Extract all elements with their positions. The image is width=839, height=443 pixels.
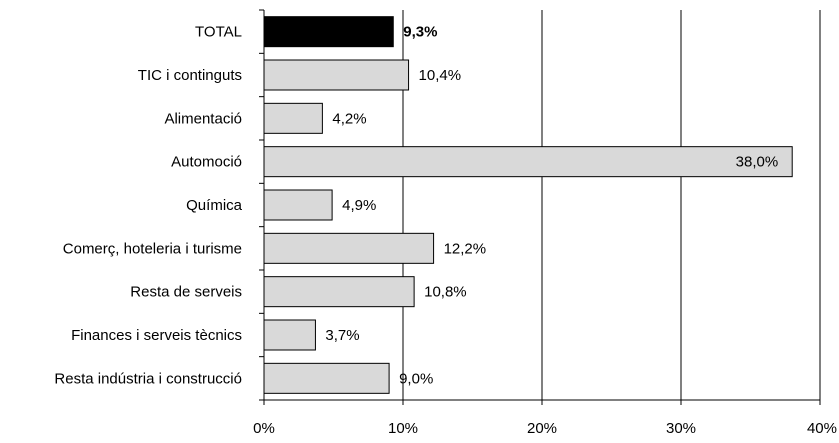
data-label-6: 10,8%	[424, 284, 467, 301]
category-label-6: Resta de serveis	[130, 284, 242, 301]
category-label-4: Química	[186, 197, 243, 214]
bar-2	[263, 102, 323, 134]
data-label-8: 9,0%	[399, 370, 433, 387]
data-label-7: 3,7%	[325, 327, 359, 344]
category-label-5: Comerç, hoteleria i turisme	[63, 240, 242, 257]
labels-layer: 0% 10% 20% 30% 40% TOTAL 9,3% TIC i continguts 1…	[54, 24, 837, 437]
bar-6	[263, 276, 415, 308]
data-label-4: 4,9%	[342, 197, 376, 214]
data-label-2: 4,2%	[332, 110, 366, 127]
data-label-0: 9,3%	[403, 24, 437, 41]
category-label-7: Finances i serveis tècnics	[71, 327, 242, 344]
category-label-1: TIC i continguts	[138, 67, 242, 84]
axis-layer	[259, 9, 821, 405]
bar-4	[263, 189, 333, 221]
bar-0	[263, 16, 394, 48]
category-label-0: TOTAL	[195, 24, 242, 41]
category-label-3: Automoció	[171, 154, 242, 171]
x-tick-label-4: 40%	[807, 420, 837, 437]
x-tick-label-3: 30%	[666, 420, 696, 437]
data-label-3: 38,0%	[736, 154, 779, 171]
bar-7	[263, 319, 316, 351]
grid-layer	[402, 10, 821, 400]
bar-3	[263, 146, 793, 178]
bars-layer	[263, 16, 793, 394]
data-label-1: 10,4%	[419, 67, 462, 84]
x-tick-label-2: 20%	[527, 420, 557, 437]
bar-1	[263, 59, 410, 91]
bar-5	[263, 232, 435, 264]
x-tick-label-1: 10%	[388, 420, 418, 437]
x-tick-label-0: 0%	[253, 420, 275, 437]
category-label-8: Resta indústria i construcció	[54, 370, 242, 387]
data-label-5: 12,2%	[444, 240, 487, 257]
bar-8	[263, 362, 390, 394]
category-label-2: Alimentació	[164, 110, 242, 127]
